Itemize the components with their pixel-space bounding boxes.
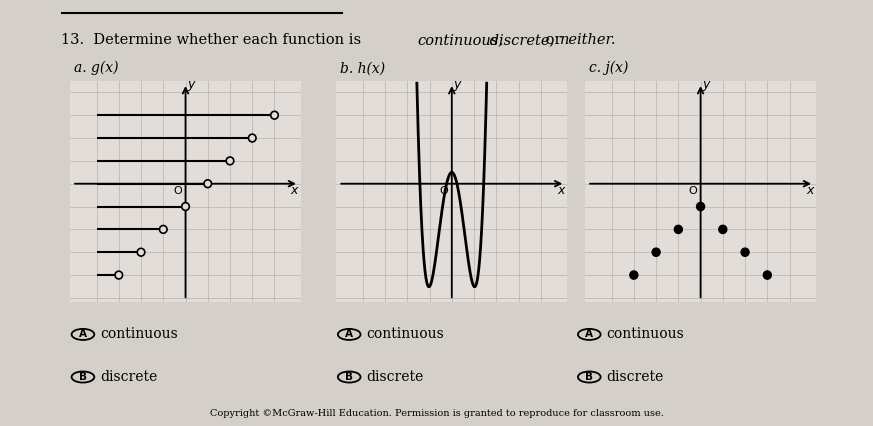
Text: discrete: discrete: [607, 370, 664, 384]
Circle shape: [697, 202, 705, 210]
Circle shape: [226, 157, 234, 165]
Circle shape: [763, 271, 772, 279]
Text: discrete,: discrete,: [485, 34, 554, 47]
Text: continuous,: continuous,: [417, 34, 503, 47]
Text: 13.  Determine whether each function is: 13. Determine whether each function is: [61, 34, 366, 47]
Text: O: O: [174, 186, 182, 196]
Text: B: B: [585, 372, 594, 382]
Text: y: y: [188, 78, 195, 91]
Text: a. g(x): a. g(x): [74, 61, 119, 75]
Text: x: x: [291, 184, 299, 197]
Circle shape: [182, 203, 189, 210]
Text: B: B: [79, 372, 87, 382]
Text: A: A: [345, 329, 354, 340]
Text: b. h(x): b. h(x): [340, 61, 386, 75]
Circle shape: [249, 134, 256, 142]
Circle shape: [741, 248, 749, 256]
Circle shape: [718, 225, 727, 233]
Text: or: or: [541, 34, 567, 47]
Circle shape: [674, 225, 683, 233]
Circle shape: [204, 180, 211, 187]
Circle shape: [115, 271, 122, 279]
Text: y: y: [454, 78, 461, 91]
Text: neither.: neither.: [560, 34, 616, 47]
Text: A: A: [79, 329, 87, 340]
Text: Copyright ©McGraw-Hill Education. Permission is granted to reproduce for classro: Copyright ©McGraw-Hill Education. Permis…: [210, 409, 663, 418]
Circle shape: [652, 248, 660, 256]
Text: continuous: continuous: [100, 328, 178, 341]
Text: continuous: continuous: [607, 328, 684, 341]
Text: O: O: [689, 186, 698, 196]
Circle shape: [271, 111, 278, 119]
Circle shape: [137, 248, 145, 256]
Text: A: A: [585, 329, 594, 340]
Circle shape: [160, 225, 167, 233]
Text: discrete: discrete: [100, 370, 158, 384]
Text: continuous: continuous: [367, 328, 444, 341]
Text: O: O: [440, 186, 449, 196]
Text: x: x: [557, 184, 565, 197]
Text: y: y: [703, 78, 710, 91]
Text: c. j(x): c. j(x): [589, 61, 629, 75]
Text: discrete: discrete: [367, 370, 424, 384]
Text: x: x: [806, 184, 814, 197]
Text: B: B: [345, 372, 354, 382]
Circle shape: [629, 271, 638, 279]
